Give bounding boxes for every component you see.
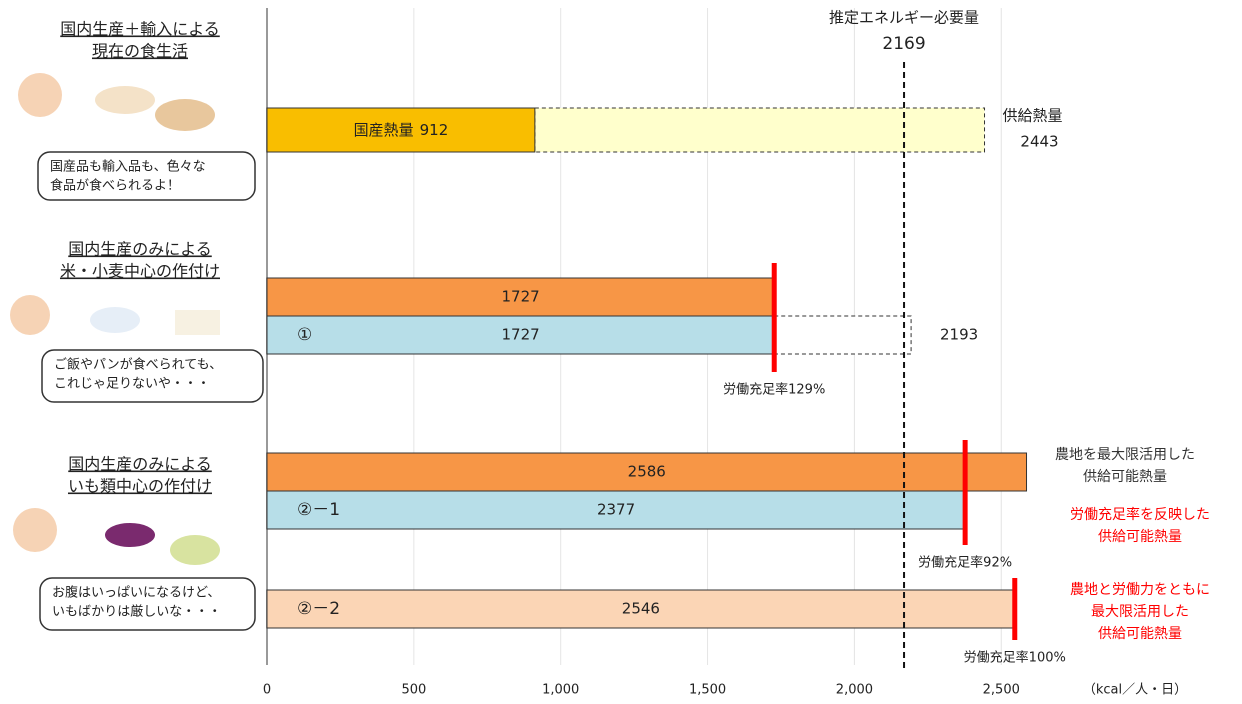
x-tick-label: 2,500: [983, 683, 1020, 698]
group-title: 国内生産＋輸入による: [60, 20, 220, 39]
bubble-text: 国産品も輸入品も、色々な: [50, 159, 206, 175]
bar-value: 912: [420, 121, 449, 139]
marker-label: 労働充足率92%: [918, 555, 1012, 571]
x-tick-label: 2,000: [836, 683, 873, 698]
extension-bar: [774, 316, 911, 354]
bar-value: 2377: [597, 501, 635, 519]
bubble-text: ご飯やパンが食べられても、: [54, 357, 222, 373]
bubble-text: 食品が食べられるよ！: [50, 178, 180, 194]
group-title: いも類中心の作付け: [68, 477, 212, 496]
x-unit: （kcal／人・日）: [1083, 683, 1187, 698]
bar-tag: ①: [297, 325, 312, 345]
x-tick-label: 0: [263, 683, 271, 698]
group-title: 現在の食生活: [92, 42, 188, 61]
annotation: 供給可能熱量: [1098, 529, 1182, 545]
bar-value: 2586: [628, 463, 666, 481]
bubble-text: これじゃ足りないや・・・: [54, 377, 210, 392]
group-title: 米・小麦中心の作付け: [60, 262, 220, 281]
bar-value: 1727: [502, 326, 540, 344]
reference-label: 推定エネルギー必要量: [829, 9, 979, 27]
x-tick-label: 1,500: [689, 683, 726, 698]
group-title: 国内生産のみによる: [68, 240, 212, 259]
extension-value: 2443: [1020, 133, 1058, 151]
extension-name: 供給熱量: [1003, 107, 1063, 125]
annotation: 労働充足率を反映した: [1070, 506, 1210, 523]
annotation: 最大限活用した: [1091, 604, 1189, 620]
bar-label: 国産熱量 912: [354, 121, 449, 139]
bar-tag: ②－1: [297, 500, 340, 520]
chart: 国産品も輸入品も、色々な食品が食べられるよ！ ご飯やパンが食べられても、これじゃ足…: [0, 0, 1242, 704]
x-tick-label: 1,000: [542, 683, 579, 698]
bubble-text: いもばかりは厳しいな・・・: [52, 605, 221, 620]
annotation: 供給可能熱量: [1083, 469, 1167, 485]
bar-name: 国産熱量: [354, 121, 414, 139]
extension-value: 2193: [940, 326, 978, 344]
bar-tag: ②－2: [297, 599, 340, 619]
annotation: 供給可能熱量: [1098, 626, 1182, 642]
x-tick-label: 500: [401, 683, 426, 698]
marker-label: 労働充足率129%: [723, 382, 825, 398]
bar-value: 2546: [622, 600, 660, 618]
reference-value: 2169: [882, 34, 925, 54]
bar-value: 1727: [502, 288, 540, 306]
marker-label: 労働充足率100%: [964, 650, 1066, 666]
extension-bar: [535, 108, 985, 152]
group-title: 国内生産のみによる: [68, 455, 212, 474]
bubble-text: お腹はいっぱいになるけど、: [52, 585, 220, 601]
annotation: 農地を最大限活用した: [1055, 447, 1195, 463]
annotation: 農地と労働力をともに: [1070, 582, 1210, 598]
